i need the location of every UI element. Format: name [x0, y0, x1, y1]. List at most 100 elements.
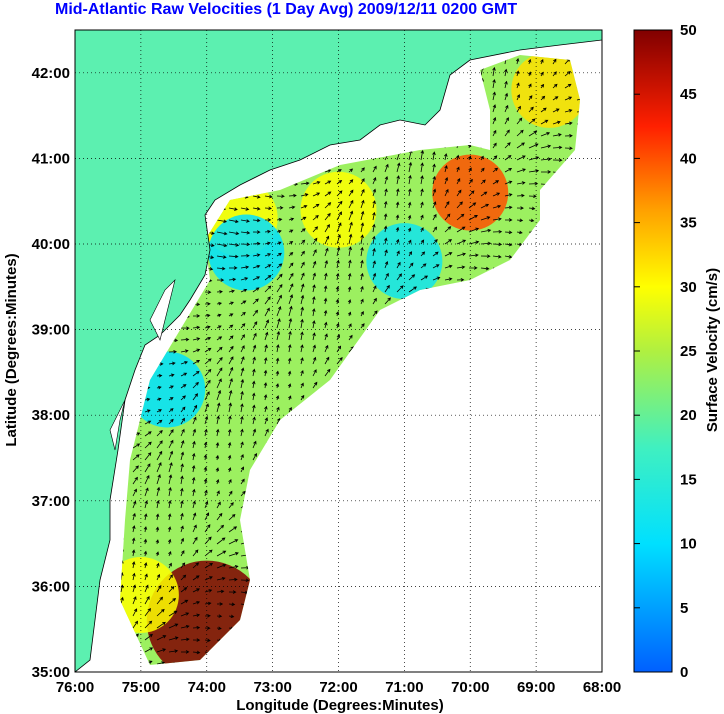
- velocity-arrow: [420, 149, 425, 161]
- velocity-arrow: [144, 441, 152, 449]
- velocity-arrow: [192, 325, 201, 330]
- velocity-arrow: [348, 221, 353, 233]
- velocity-hotspot: [300, 171, 377, 248]
- colorbar-tick-label: 5: [680, 600, 688, 617]
- velocity-arrow: [432, 213, 437, 221]
- velocity-arrow: [360, 259, 364, 269]
- velocity-arrow: [216, 255, 227, 259]
- velocity-arrow: [384, 297, 391, 305]
- velocity-arrow: [300, 318, 304, 329]
- velocity-arrow: [384, 175, 389, 185]
- x-tick-label: 73:00: [253, 679, 291, 696]
- velocity-arrow: [180, 463, 184, 473]
- velocity-arrow: [191, 476, 196, 485]
- x-tick-label: 72:00: [319, 679, 357, 696]
- velocity-arrow: [300, 193, 309, 197]
- velocity-arrow: [336, 345, 342, 353]
- velocity-arrow: [468, 266, 478, 270]
- velocity-arrow: [348, 189, 354, 197]
- velocity-arrow: [420, 175, 424, 185]
- velocity-arrow: [275, 383, 280, 389]
- velocity-arrow: [132, 443, 141, 449]
- velocity-arrow: [252, 452, 257, 461]
- velocity-arrow: [240, 390, 244, 401]
- velocity-arrow: [228, 345, 234, 353]
- velocity-arrow: [192, 638, 201, 642]
- velocity-arrow: [228, 378, 233, 389]
- velocity-arrow: [384, 237, 388, 245]
- velocity-arrow: [383, 200, 388, 209]
- velocity-arrow: [203, 466, 208, 473]
- velocity-arrow: [300, 382, 304, 389]
- velocity-arrow: [168, 439, 174, 449]
- velocity-arrow: [252, 287, 260, 293]
- velocity-arrow: [168, 418, 174, 425]
- velocity-arrow: [215, 479, 220, 485]
- x-tick-label: 74:00: [188, 679, 226, 696]
- velocity-arrow: [264, 319, 270, 329]
- velocity-arrow: [216, 563, 227, 569]
- velocity-arrow: [252, 218, 261, 223]
- velocity-arrow: [540, 83, 545, 89]
- velocity-arrow: [372, 211, 376, 221]
- velocity-arrow: [336, 179, 343, 185]
- velocity-arrow: [432, 188, 437, 197]
- velocity-arrow: [516, 105, 521, 113]
- velocity-arrow: [216, 576, 226, 581]
- velocity-arrow: [240, 345, 245, 353]
- velocity-arrow: [216, 289, 223, 294]
- velocity-arrow: [312, 226, 319, 233]
- velocity-arrow: [156, 635, 167, 641]
- x-tick-label: 76:00: [56, 679, 94, 696]
- velocity-arrow: [252, 332, 257, 341]
- velocity-arrow: [156, 573, 161, 581]
- velocity-arrow: [203, 441, 208, 449]
- velocity-arrow: [156, 648, 167, 653]
- velocity-arrow: [516, 129, 524, 137]
- velocity-arrow: [383, 213, 388, 221]
- y-tick-label: 38:00: [32, 407, 70, 424]
- velocity-arrow: [420, 263, 427, 269]
- velocity-arrow: [288, 229, 294, 233]
- velocity-arrow: [372, 260, 376, 269]
- velocity-arrow: [132, 572, 136, 581]
- velocity-arrow: [288, 241, 294, 245]
- velocity-arrow: [180, 587, 188, 593]
- velocity-arrow: [288, 283, 294, 293]
- velocity-arrow: [468, 190, 475, 197]
- velocity-arrow: [168, 562, 172, 569]
- velocity-arrow: [516, 155, 526, 161]
- velocity-arrow: [552, 58, 557, 65]
- velocity-arrow: [300, 357, 304, 365]
- velocity-arrow: [276, 229, 282, 234]
- velocity-arrow: [444, 153, 448, 161]
- velocity-arrow: [228, 590, 237, 594]
- velocity-arrow: [300, 294, 305, 305]
- velocity-arrow: [168, 385, 174, 389]
- velocity-arrow: [228, 479, 232, 485]
- velocity-arrow: [372, 285, 377, 293]
- velocity-arrow: [336, 200, 343, 209]
- velocity-arrow: [276, 194, 285, 199]
- velocity-arrow: [156, 500, 160, 509]
- velocity-arrow: [504, 129, 510, 137]
- velocity-arrow: [456, 278, 465, 282]
- velocity-arrow: [480, 167, 485, 173]
- velocity-arrow: [156, 419, 163, 425]
- velocity-arrow: [204, 428, 208, 437]
- x-tick-label: 69:00: [517, 679, 555, 696]
- velocity-arrow: [228, 289, 235, 294]
- velocity-arrow: [192, 440, 196, 449]
- velocity-arrow: [192, 404, 198, 413]
- velocity-arrow: [216, 278, 225, 282]
- velocity-arrow: [348, 199, 354, 209]
- velocity-arrow: [228, 231, 240, 236]
- velocity-arrow: [156, 397, 162, 402]
- x-tick-label: 70:00: [451, 679, 489, 696]
- velocity-arrow: [240, 300, 247, 305]
- velocity-arrow: [276, 318, 281, 329]
- velocity-arrow: [336, 211, 342, 221]
- velocity-arrow: [360, 272, 364, 281]
- velocity-arrow: [504, 142, 511, 149]
- velocity-arrow: [432, 239, 438, 245]
